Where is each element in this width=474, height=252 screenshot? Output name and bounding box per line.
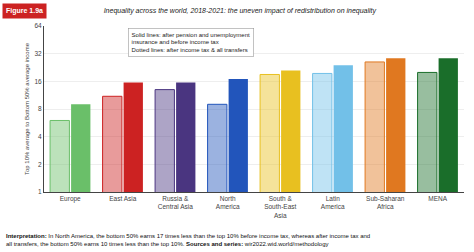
svg-text:32: 32 [34, 50, 42, 57]
svg-text:Europe: Europe [60, 195, 81, 203]
svg-text:64: 64 [34, 22, 42, 29]
svg-text:South &South-EastAsia: South &South-EastAsia [264, 195, 296, 219]
svg-text:Russia &Central Asia: Russia &Central Asia [158, 195, 193, 210]
svg-text:Top 10% average to Bottom 50%: Top 10% average to Bottom 50% average in… [24, 42, 30, 175]
svg-text:Interpretation: In North Ameri: Interpretation: In North America, the bo… [6, 233, 370, 247]
svg-text:Sub-SaharanAfrica: Sub-SaharanAfrica [366, 195, 405, 210]
svg-text:Inequality across the world, 2: Inequality across the world, 2018-2021: … [104, 7, 377, 15]
svg-text:1: 1 [38, 188, 42, 195]
svg-text:2: 2 [38, 161, 42, 168]
svg-text:Figure 1.9a: Figure 1.9a [6, 7, 43, 15]
svg-text:4: 4 [38, 133, 42, 140]
svg-text:LatinAmerica: LatinAmerica [321, 195, 345, 210]
svg-text:East Asia: East Asia [109, 195, 136, 202]
svg-text:MENA: MENA [428, 195, 447, 202]
svg-text:8: 8 [38, 105, 42, 112]
svg-text:NorthAmerica: NorthAmerica [216, 195, 240, 210]
svg-text:16: 16 [34, 78, 42, 85]
svg-text:Solid lines: after pension and: Solid lines: after pension and unemploym… [132, 32, 250, 54]
